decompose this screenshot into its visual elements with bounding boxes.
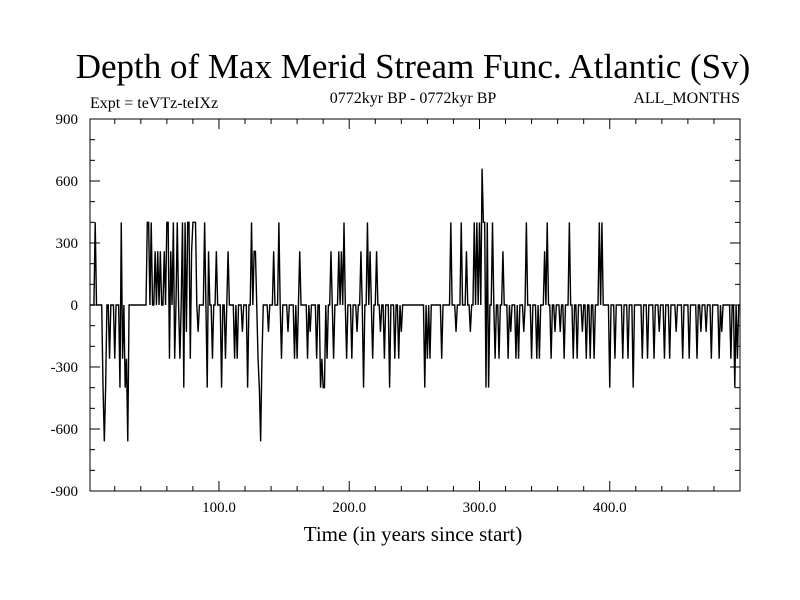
axis-ticks: 900 600 300 0 -300 -600 -900 100.0 200.0 300.0 400… — [51, 112, 740, 516]
x-axis-label: Time (in years since start) — [304, 522, 523, 546]
y-tick-label: -900 — [51, 484, 79, 500]
x-tick-label: 200.0 — [332, 500, 366, 516]
chart-title: Depth of Max Merid Stream Func. Atlantic… — [76, 47, 751, 86]
subtitle-center: 0772kyr BP - 0772kyr BP — [330, 90, 497, 107]
series-line — [90, 168, 740, 442]
plot-frame — [89, 118, 741, 492]
x-tick-label: 300.0 — [463, 500, 497, 516]
x-tick-label: 100.0 — [202, 500, 236, 516]
subtitle-right: ALL_MONTHS — [633, 90, 740, 107]
subtitle-left: Expt = teVTz-teIXz — [90, 95, 218, 112]
x-tick-label: 400.0 — [593, 500, 627, 516]
y-tick-label: -600 — [51, 422, 79, 438]
series-line-depth_diff — [90, 168, 740, 442]
y-tick-label: 600 — [56, 174, 79, 190]
y-tick-label: -300 — [51, 360, 79, 376]
y-tick-label: 300 — [56, 236, 79, 252]
y-tick-label: 900 — [56, 112, 79, 128]
y-tick-label: 0 — [71, 298, 79, 314]
